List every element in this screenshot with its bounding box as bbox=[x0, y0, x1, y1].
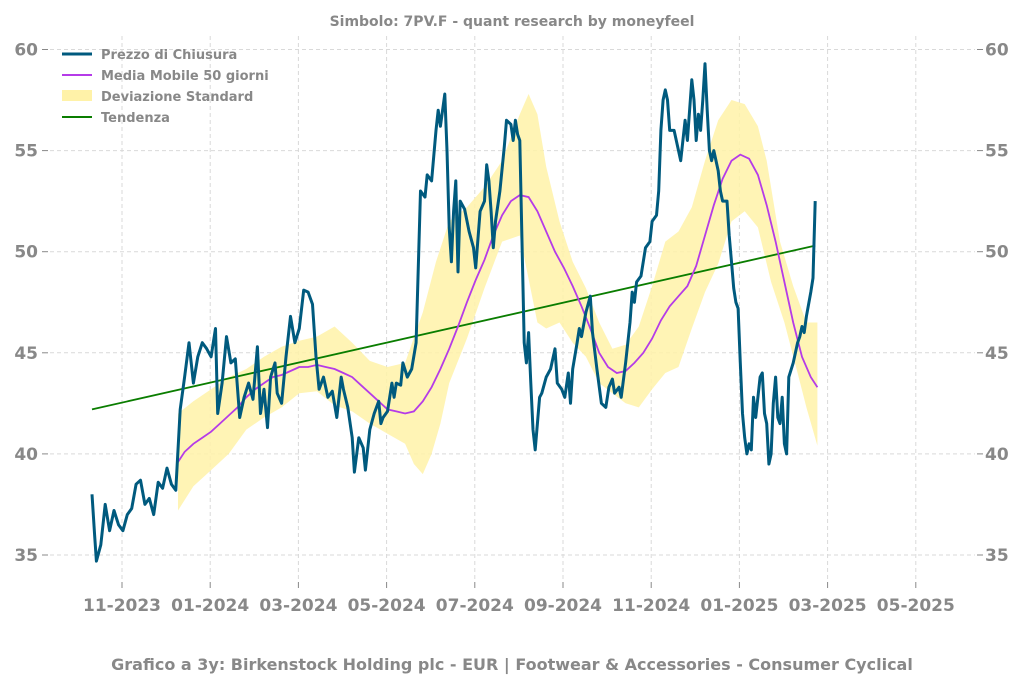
x-tick-label: 05-2024 bbox=[348, 596, 426, 616]
legend-band-swatch bbox=[62, 90, 92, 101]
x-tick-label: 03-2024 bbox=[259, 596, 337, 616]
y-tick-label-left: 45 bbox=[14, 344, 38, 364]
y-tick-label-right: 50 bbox=[985, 243, 1009, 263]
x-axis-ticks: 11-2023 01-2024 03-2024 05-2024 07-2024 09-20… bbox=[83, 582, 955, 616]
legend-trend-label: Tendenza bbox=[101, 111, 170, 126]
x-tick-label: 01-2024 bbox=[171, 596, 249, 616]
x-tick-label: 11-2024 bbox=[612, 596, 690, 616]
trend-series bbox=[91, 244, 816, 411]
legend-price-label: Prezzo di Chiusura bbox=[101, 48, 237, 63]
y-tick-label-right: 35 bbox=[985, 546, 1009, 566]
y-tick-label-right: 60 bbox=[985, 41, 1009, 61]
y-tick-label-left: 55 bbox=[14, 142, 38, 162]
std-band bbox=[178, 94, 818, 511]
x-tick-label: 05-2025 bbox=[877, 596, 955, 616]
x-tick-label: 03-2025 bbox=[789, 596, 867, 616]
y-tick-label-right: 55 bbox=[985, 142, 1009, 162]
y-tick-label-left: 50 bbox=[14, 243, 38, 263]
chart-caption: Grafico a 3y: Birkenstock Holding plc - … bbox=[111, 655, 913, 675]
chart-title: Simbolo: 7PV.F - quant research by money… bbox=[330, 14, 695, 30]
std-band-area bbox=[178, 94, 818, 511]
x-tick-label: 07-2024 bbox=[436, 596, 514, 616]
y-tick-label-left: 60 bbox=[14, 41, 38, 61]
x-tick-label: 09-2024 bbox=[524, 596, 602, 616]
legend: Prezzo di Chiusura Media Mobile 50 giorn… bbox=[62, 48, 269, 126]
legend-band-label: Deviazione Standard bbox=[101, 90, 253, 105]
legend-ma-label: Media Mobile 50 giorni bbox=[101, 69, 269, 84]
trend-line bbox=[91, 244, 816, 411]
y-axis-ticks: 35 35 40 40 45 45 50 50 55 55 60 60 bbox=[14, 41, 1009, 567]
y-tick-label-right: 40 bbox=[985, 445, 1009, 465]
y-tick-label-left: 40 bbox=[14, 445, 38, 465]
grid bbox=[50, 36, 975, 580]
x-tick-label: 11-2023 bbox=[83, 596, 161, 616]
price-line bbox=[90, 62, 817, 563]
x-tick-label: 01-2025 bbox=[700, 596, 778, 616]
y-tick-label-right: 45 bbox=[985, 344, 1009, 364]
y-tick-label-left: 35 bbox=[14, 546, 38, 566]
price-series bbox=[90, 62, 817, 563]
